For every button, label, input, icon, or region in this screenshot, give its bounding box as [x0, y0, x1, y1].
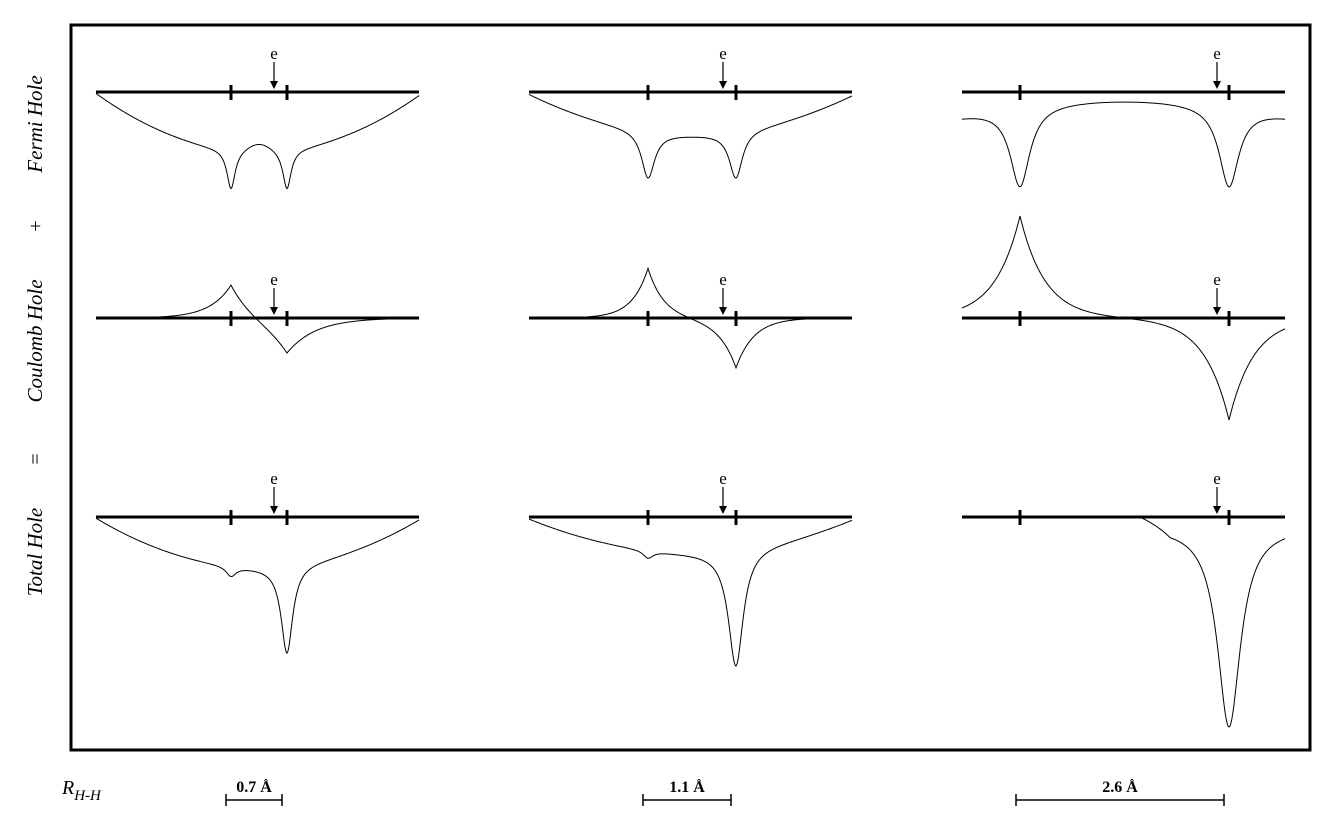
electron-arrowhead [719, 506, 727, 514]
panel-fermi-1: e [95, 44, 420, 190]
row-label-total-hole: Total Hole [23, 508, 47, 597]
electron-label: e [270, 469, 278, 488]
panel-total-2: e [528, 469, 853, 667]
panel-coulomb-2: e [529, 266, 852, 370]
scale-label-1: 0.7 Å [236, 778, 272, 796]
hole-curve [528, 94, 853, 179]
panel-coulomb-3: e [961, 215, 1286, 421]
electron-arrowhead [1213, 506, 1221, 514]
figure-frame [69, 23, 1312, 752]
scale-bar-1: 0.7 Å [225, 778, 283, 806]
electron-label: e [1213, 44, 1221, 63]
hole-curve [962, 516, 1286, 728]
electron-label: e [270, 44, 278, 63]
electron-label: e [1213, 469, 1221, 488]
scale-label-2: 1.1 Å [669, 778, 705, 796]
hole-curve [95, 517, 420, 655]
electron-arrowhead [270, 506, 278, 514]
scale-bar-2: 1.1 Å [642, 778, 732, 806]
row-label-fermi-hole: Fermi Hole [23, 75, 47, 173]
row-label-coulomb-hole: Coulomb Hole [23, 279, 47, 402]
electron-label: e [719, 469, 727, 488]
hole-curve [528, 518, 853, 667]
panel-fermi-2: e [528, 44, 853, 179]
electron-arrowhead [270, 307, 278, 315]
panel-fermi-3: e [961, 44, 1286, 188]
scale-bar-3: 2.6 Å [1015, 778, 1225, 806]
electron-arrowhead [270, 81, 278, 89]
panel-total-1: e [95, 469, 420, 655]
electron-label: e [1213, 270, 1221, 289]
electron-label: e [719, 270, 727, 289]
panel-total-3: e [962, 469, 1286, 728]
electron-label: e [719, 44, 727, 63]
hole-curve [95, 93, 420, 190]
electron-arrowhead [1213, 81, 1221, 89]
electron-arrowhead [719, 81, 727, 89]
hole-curve [961, 101, 1286, 188]
distance-symbol: RH-H [61, 777, 102, 804]
electron-arrowhead [719, 307, 727, 315]
row-label-equals: = [25, 453, 47, 464]
scale-label-3: 2.6 Å [1102, 778, 1138, 796]
row-label-plus: + [25, 220, 47, 231]
panels: e e e e e e e e e [95, 44, 1286, 728]
electron-label: e [270, 270, 278, 289]
panel-coulomb-1: e [96, 270, 420, 354]
electron-arrowhead [1213, 307, 1221, 315]
